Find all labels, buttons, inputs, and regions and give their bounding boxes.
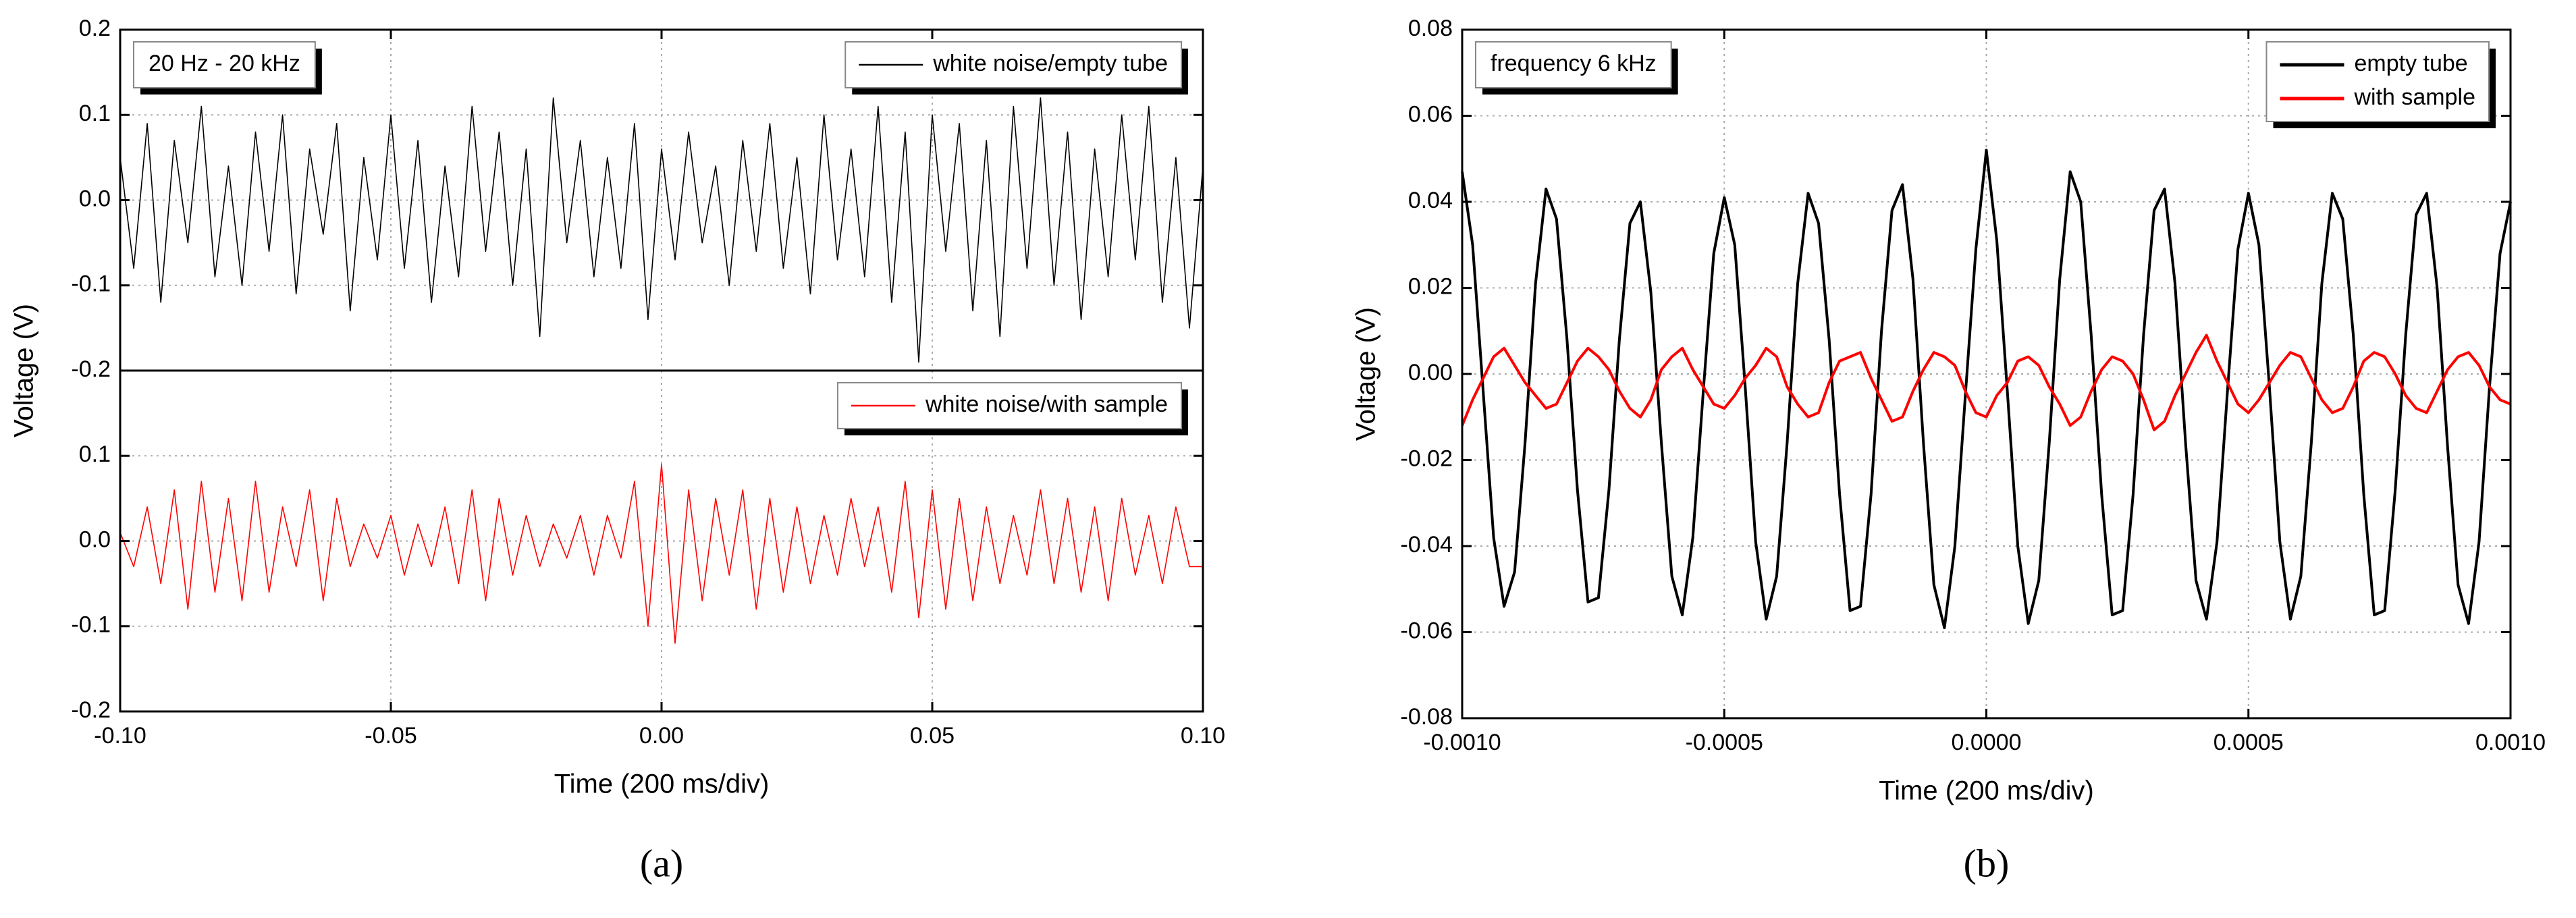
annotation: 20 Hz - 20 kHz: [133, 41, 322, 94]
y-tick-label: -0.06: [1401, 618, 1453, 643]
legend-box: [2265, 41, 2490, 122]
panel-caption: (b): [1964, 841, 2010, 885]
y-tick-label: 0.1: [79, 101, 111, 126]
y-tick-label: -0.2: [71, 697, 111, 723]
legend: white noise/empty tube: [844, 41, 1188, 94]
legend-label: empty tube: [2354, 51, 2467, 76]
x-tick-label: 0.05: [910, 723, 955, 749]
x-tick-label: -0.0010: [1423, 730, 1501, 755]
series-line: [1461, 148, 2512, 630]
y-tick-label: 0.02: [1408, 273, 1453, 299]
legend-label: white noise/empty tube: [932, 51, 1168, 76]
annotation-box: [1475, 41, 1672, 88]
annotation: frequency 6 kHz: [1475, 41, 1678, 94]
x-tick-label: 0.10: [1181, 723, 1225, 749]
legend-label: with sample: [2353, 84, 2475, 110]
x-axis-label: Time (200 ms/div): [1879, 776, 2094, 806]
y-tick-label: 0.0: [79, 526, 111, 552]
y-tick-label: -0.04: [1401, 532, 1453, 558]
x-tick-label: -0.0005: [1686, 730, 1763, 755]
x-tick-label: 0.0005: [2213, 730, 2284, 755]
series-line: [119, 464, 1203, 644]
y-tick-label: -0.08: [1401, 704, 1453, 730]
y-tick-label: -0.1: [71, 271, 111, 297]
legend: white noise/with sample: [836, 382, 1188, 435]
y-tick-label: 0.0: [79, 186, 111, 211]
panel-caption: (a): [640, 841, 683, 885]
y-tick-label: 0.08: [1408, 16, 1453, 41]
y-tick-label: 0.1: [79, 441, 111, 467]
x-tick-label: -0.10: [94, 723, 146, 749]
y-tick-label: -0.1: [71, 612, 111, 638]
x-tick-label: 0.0000: [1952, 730, 2022, 755]
y-axis-label: Voltage (V): [1351, 307, 1381, 441]
y-axis-label: Voltage (V): [9, 304, 39, 437]
legend: empty tube with sample: [2265, 41, 2496, 128]
x-tick-label: 0.0010: [2475, 730, 2546, 755]
series-line: [119, 97, 1204, 363]
annotation-box: [133, 41, 316, 88]
y-tick-label: 0.00: [1408, 360, 1453, 385]
y-tick-label: 0.2: [79, 16, 111, 41]
y-tick-label: 0.06: [1408, 101, 1453, 127]
legend-label: white noise/with sample: [925, 392, 1168, 417]
series-line: [1461, 333, 2511, 431]
x-tick-label: 0.00: [639, 723, 684, 749]
annotation-text: 20 Hz - 20 kHz: [149, 51, 300, 76]
annotation-text: frequency 6 kHz: [1491, 51, 1657, 76]
y-tick-label: -0.2: [71, 356, 111, 382]
x-tick-label: -0.05: [365, 723, 417, 749]
x-axis-label: Time (200 ms/div): [554, 770, 770, 799]
y-tick-label: 0.04: [1408, 188, 1453, 213]
y-tick-label: -0.02: [1401, 446, 1453, 471]
